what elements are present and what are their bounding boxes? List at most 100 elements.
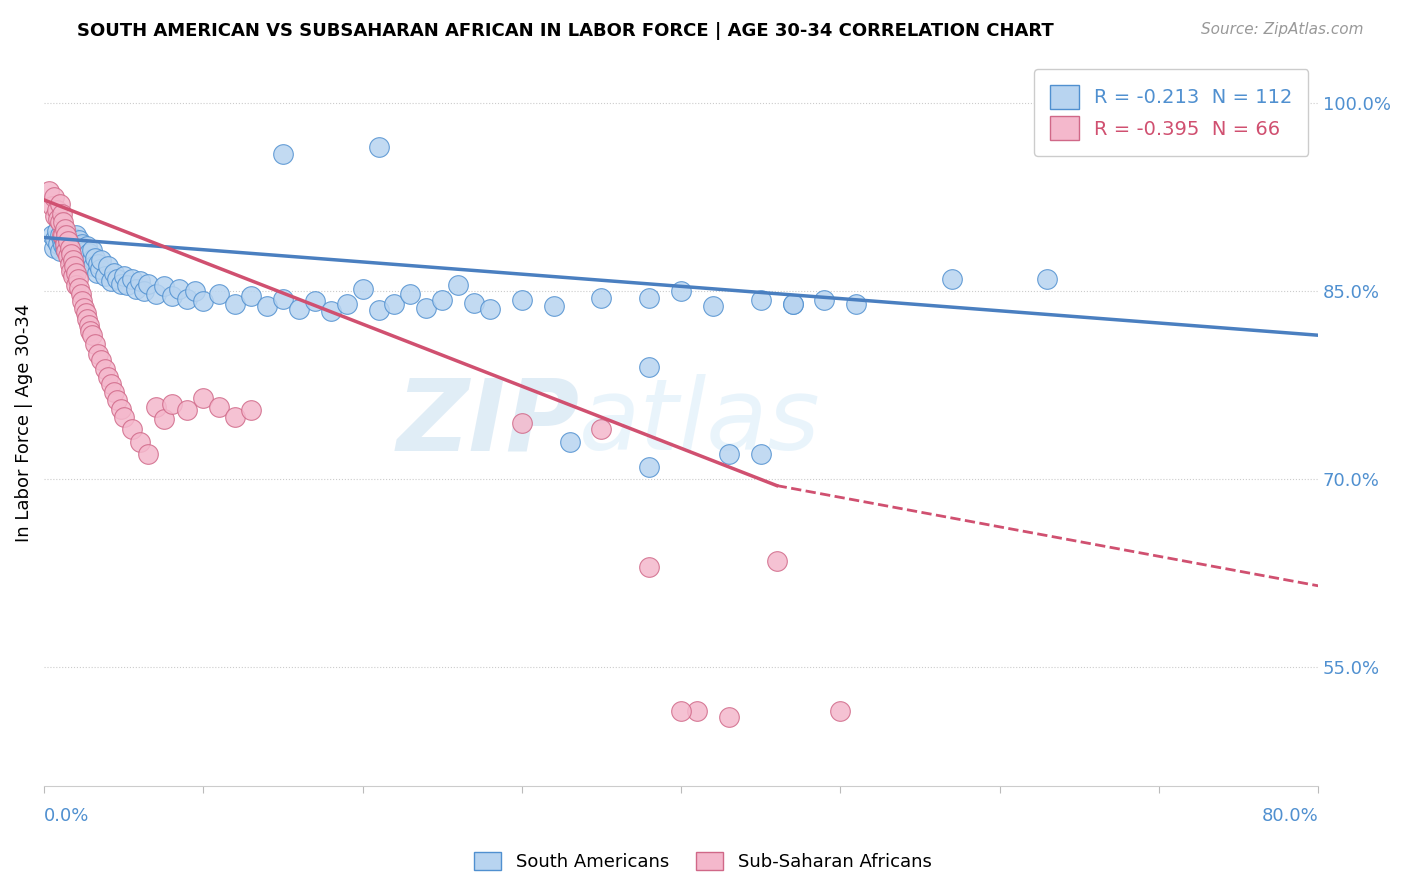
Point [100,377,122,392]
Point [152,279,174,293]
Point [145,400,167,414]
Point [48,236,70,251]
Point [336,297,359,311]
Point [176,292,198,306]
Point [224,409,246,424]
Point [160,289,183,303]
Point [160,397,183,411]
Point [53,242,76,256]
Point [510,416,533,430]
Point [271,292,294,306]
Point [53,236,76,251]
Point [1036,272,1059,286]
Point [75,244,97,259]
Point [121,272,143,286]
Text: Source: ZipAtlas.com: Source: ZipAtlas.com [1201,22,1364,37]
Point [352,282,374,296]
Point [558,434,581,449]
Point [105,393,128,408]
Point [224,297,246,311]
Point [45,224,67,238]
Point [86,266,108,280]
Point [543,300,565,314]
Point [60,233,83,247]
Point [240,289,263,303]
Point [765,554,787,568]
Point [51,227,73,242]
Point [56,234,79,248]
Point [271,146,294,161]
Point [62,230,84,244]
Point [55,244,77,259]
Point [93,269,115,284]
Point [591,291,613,305]
Point [66,272,89,286]
Point [55,227,77,242]
Point [304,294,326,309]
Point [176,403,198,417]
Point [52,238,75,252]
Text: ZIP: ZIP [396,375,579,472]
Point [67,280,90,294]
Point [77,245,100,260]
Point [90,353,112,368]
Point [97,369,120,384]
Point [77,318,100,333]
Y-axis label: In Labor Force | Age 30-34: In Labor Force | Age 30-34 [15,304,32,542]
Point [62,243,84,257]
Point [845,297,868,311]
Point [103,384,125,399]
Point [42,190,65,204]
Point [51,234,73,248]
Point [93,362,115,376]
Point [89,261,111,276]
Point [134,285,156,299]
Point [53,221,76,235]
Point [67,242,90,256]
Point [52,227,75,242]
Point [58,257,80,271]
Point [97,260,120,274]
Legend: R = -0.213  N = 112, R = -0.395  N = 66: R = -0.213 N = 112, R = -0.395 N = 66 [1035,70,1309,156]
Point [63,239,86,253]
Point [145,286,167,301]
Point [65,278,87,293]
Point [591,422,613,436]
Point [115,278,138,293]
Point [53,227,76,241]
Point [72,244,94,259]
Point [152,412,174,426]
Point [52,215,75,229]
Point [56,249,79,263]
Point [66,248,89,262]
Point [193,294,215,309]
Point [65,227,87,242]
Point [42,240,65,254]
Point [702,300,724,314]
Point [44,209,66,223]
Point [447,278,470,293]
Point [49,244,72,259]
Point [638,291,661,305]
Point [432,293,454,307]
Point [319,304,342,318]
Point [717,710,740,724]
Point [76,239,98,253]
Point [62,269,84,284]
Point [41,227,63,242]
Point [49,215,72,229]
Point [58,236,80,251]
Point [128,274,150,288]
Point [65,244,87,259]
Point [49,227,72,242]
Point [58,249,80,263]
Point [80,243,103,257]
Point [136,447,159,461]
Point [66,238,89,252]
Point [49,196,72,211]
Point [638,560,661,574]
Point [75,253,97,268]
Point [136,277,159,291]
Point [80,252,103,266]
Point [65,236,87,251]
